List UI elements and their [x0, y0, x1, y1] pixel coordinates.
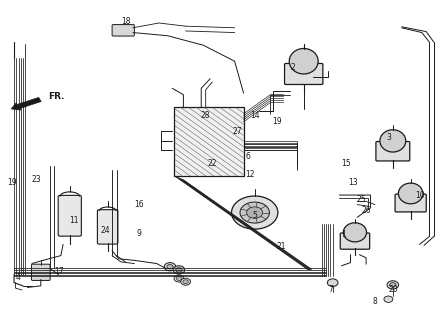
Text: 21: 21: [277, 242, 286, 251]
Circle shape: [327, 279, 338, 286]
Text: 2: 2: [290, 63, 295, 72]
FancyBboxPatch shape: [395, 194, 426, 212]
Text: 9: 9: [136, 229, 141, 238]
FancyBboxPatch shape: [376, 141, 410, 161]
Circle shape: [173, 266, 185, 274]
FancyBboxPatch shape: [97, 210, 118, 244]
Text: 19: 19: [7, 178, 17, 187]
Text: 3: 3: [386, 133, 391, 142]
Circle shape: [232, 196, 278, 229]
Text: 15: 15: [341, 159, 351, 168]
Circle shape: [164, 263, 176, 271]
Text: 28: 28: [201, 111, 211, 120]
Text: 26: 26: [361, 206, 371, 215]
Text: 25: 25: [357, 195, 367, 204]
Text: 13: 13: [348, 178, 358, 187]
Text: 12: 12: [245, 170, 255, 179]
Text: 17: 17: [54, 267, 63, 276]
Text: 4: 4: [16, 273, 21, 282]
Text: 16: 16: [134, 200, 143, 209]
Circle shape: [176, 268, 182, 272]
Ellipse shape: [343, 223, 367, 242]
Circle shape: [387, 281, 399, 289]
Circle shape: [167, 265, 173, 269]
Text: 10: 10: [415, 190, 424, 200]
Text: 20: 20: [388, 284, 398, 293]
Text: 1: 1: [342, 230, 346, 239]
Ellipse shape: [289, 49, 318, 74]
Ellipse shape: [398, 183, 423, 204]
Ellipse shape: [380, 130, 406, 152]
FancyBboxPatch shape: [112, 25, 135, 36]
Circle shape: [384, 296, 393, 302]
Circle shape: [183, 280, 188, 284]
Bar: [174, 108, 244, 176]
Text: 5: 5: [252, 211, 257, 220]
FancyBboxPatch shape: [58, 196, 81, 236]
Text: FR.: FR.: [48, 92, 64, 101]
Circle shape: [390, 283, 396, 287]
FancyArrow shape: [11, 97, 41, 110]
FancyBboxPatch shape: [31, 264, 50, 280]
FancyBboxPatch shape: [340, 233, 370, 249]
FancyBboxPatch shape: [285, 63, 323, 84]
Circle shape: [181, 278, 190, 285]
Text: 24: 24: [101, 226, 110, 235]
Circle shape: [247, 207, 263, 218]
Text: 14: 14: [250, 111, 260, 120]
Circle shape: [176, 276, 181, 280]
Text: 23: 23: [32, 175, 41, 184]
Circle shape: [174, 275, 184, 282]
Text: 19: 19: [272, 117, 282, 126]
Text: 22: 22: [207, 159, 217, 168]
Circle shape: [240, 202, 270, 223]
Text: 18: 18: [121, 17, 130, 26]
Text: 8: 8: [373, 297, 377, 306]
Text: 6: 6: [245, 152, 250, 161]
Text: 27: 27: [232, 127, 242, 136]
Text: 7: 7: [328, 284, 333, 293]
Text: 11: 11: [69, 216, 79, 225]
